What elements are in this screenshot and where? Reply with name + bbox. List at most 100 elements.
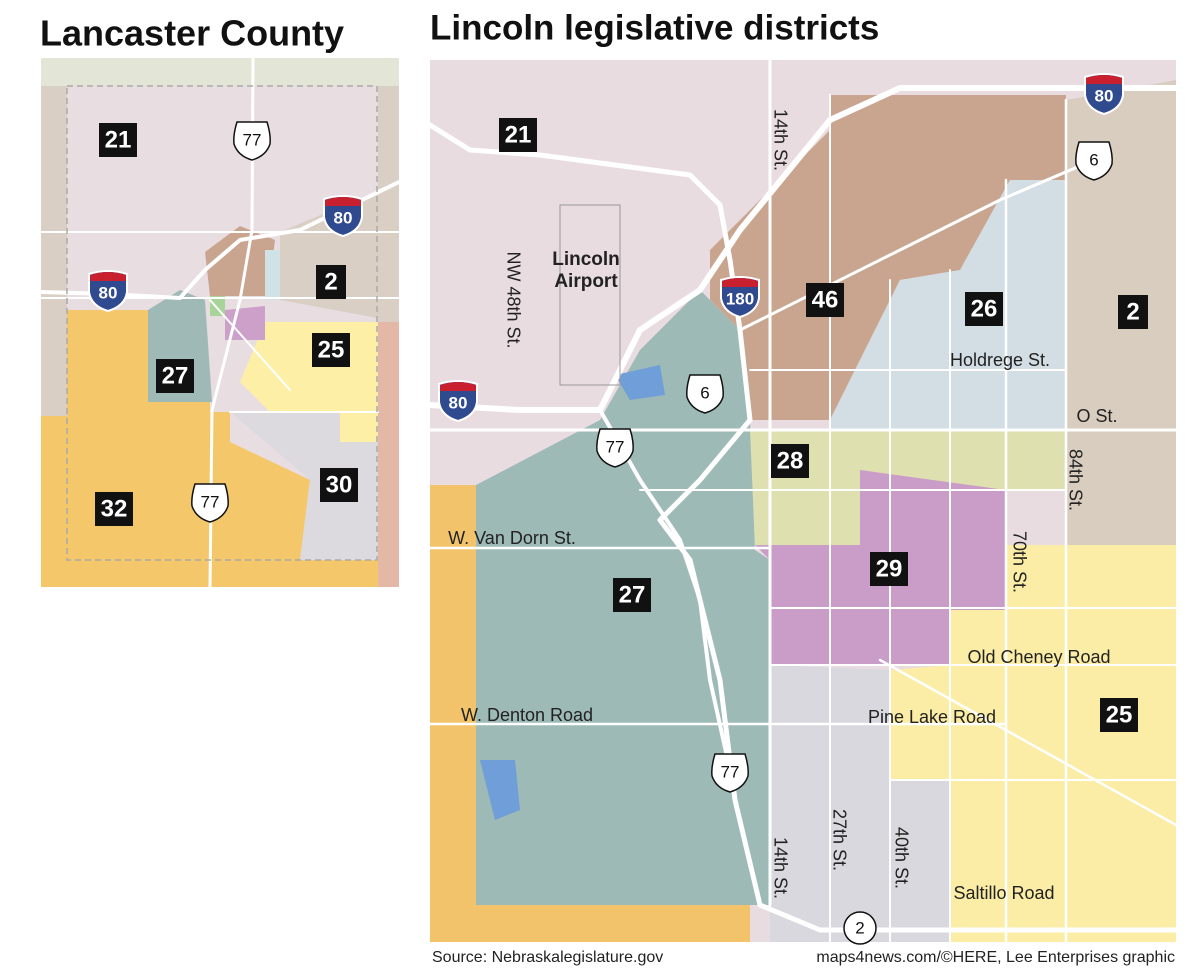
district-label: 30: [320, 468, 358, 502]
district-box: [965, 292, 1003, 326]
highway-number: 77: [201, 492, 220, 511]
highway-number: 80: [1095, 86, 1114, 105]
highway-shield: 77: [191, 483, 229, 523]
highway-shield: 6: [686, 374, 724, 414]
us-shield: [711, 753, 749, 793]
highway-number: 2: [855, 918, 864, 937]
district-label: 28: [771, 444, 809, 478]
highway-shield: 6: [1075, 141, 1113, 181]
highway-shield: 80: [88, 270, 128, 313]
place-label: Airport: [554, 271, 618, 292]
street-label: 14th St.: [770, 837, 790, 899]
highway-number: 80: [99, 283, 118, 302]
district-box: [316, 265, 346, 299]
district-box: [1118, 295, 1148, 329]
highway-shield: 77: [596, 428, 634, 468]
highway-shield: 180: [720, 276, 760, 319]
district-label: 46: [806, 283, 844, 317]
district-label: 25: [1100, 698, 1138, 732]
interstate-top: [440, 382, 476, 391]
district-box: [95, 492, 133, 526]
street-label: Pine Lake Road: [868, 707, 996, 727]
place-label: Lincoln: [552, 249, 620, 270]
highway-number: 6: [700, 383, 709, 402]
district-label: 2: [1118, 295, 1148, 329]
street-label: 70th St.: [1009, 531, 1029, 593]
street-label: 40th St.: [891, 827, 911, 889]
street-label: Holdrege St.: [950, 350, 1050, 370]
district-box: [312, 333, 350, 367]
district-label: 25: [312, 333, 350, 367]
highway-shield: 80: [1084, 73, 1124, 116]
street-label: 84th St.: [1065, 449, 1085, 511]
district-label: 21: [499, 118, 537, 152]
district-number: 25: [318, 336, 345, 363]
district-number: 27: [162, 362, 189, 389]
interstate-top: [1086, 75, 1122, 84]
highway-number: 80: [449, 393, 468, 412]
district-number: 30: [326, 471, 353, 498]
street-label: 14th St.: [770, 109, 790, 171]
district-box: [99, 123, 137, 157]
district-box: [1100, 698, 1138, 732]
district-number: 27: [619, 581, 646, 608]
district-number: 32: [101, 495, 128, 522]
district-label: 32: [95, 492, 133, 526]
street-label: W. Van Dorn St.: [448, 528, 576, 548]
street-label: Old Cheney Road: [967, 647, 1110, 667]
highway-number: 180: [726, 289, 754, 308]
highway-number: 77: [606, 437, 625, 456]
district-box: [806, 283, 844, 317]
city-map: [427, 58, 1179, 944]
district-label: 26: [965, 292, 1003, 326]
highway-number: 80: [334, 208, 353, 227]
highway-shield: 80: [438, 380, 478, 423]
interstate-top: [90, 272, 126, 281]
us-shield: [191, 483, 229, 523]
highway-number: 6: [1089, 150, 1098, 169]
district-number: 2: [1126, 298, 1139, 325]
district-number: 28: [777, 447, 804, 474]
highway-shield: 77: [233, 121, 271, 161]
us-shield: [1075, 141, 1113, 181]
highway-shield: 80: [323, 195, 363, 238]
highway-shield: 2: [843, 911, 877, 945]
district-number: 21: [505, 121, 532, 148]
interstate-top: [722, 278, 758, 287]
district-number: 46: [812, 286, 839, 313]
district-label: 21: [99, 123, 137, 157]
street-label: NW 48th St.: [503, 251, 523, 348]
state-shield: [843, 911, 877, 945]
left-title: Lancaster County: [40, 13, 344, 54]
us-shield: [596, 428, 634, 468]
highway-number: 77: [721, 762, 740, 781]
street-label: O St.: [1076, 406, 1117, 426]
district-label: 2: [316, 265, 346, 299]
district-box: [499, 118, 537, 152]
street-label: W. Denton Road: [461, 705, 593, 725]
district-label: 27: [613, 578, 651, 612]
district-number: 29: [876, 555, 903, 582]
credit: maps4news.com/©HERE, Lee Enterprises gra…: [816, 949, 1175, 966]
us-shield: [686, 374, 724, 414]
district-label: 27: [156, 359, 194, 393]
street-label: 27th St.: [829, 809, 849, 871]
district-number: 2: [324, 268, 337, 295]
district-box: [156, 359, 194, 393]
district-label: 29: [870, 552, 908, 586]
us-shield: [233, 121, 271, 161]
district-box: [320, 468, 358, 502]
district-box: [870, 552, 908, 586]
right-title: Lincoln legislative districts: [430, 8, 879, 47]
district-number: 26: [971, 295, 998, 322]
district-number: 25: [1106, 701, 1133, 728]
interstate-top: [325, 197, 361, 206]
highway-shield: 77: [711, 753, 749, 793]
district-box: [613, 578, 651, 612]
street-label: Saltillo Road: [953, 883, 1054, 903]
source: Source: Nebraskalegislature.gov: [432, 949, 663, 966]
district-box: [771, 444, 809, 478]
district-number: 21: [105, 126, 132, 153]
county-map: [39, 56, 401, 589]
